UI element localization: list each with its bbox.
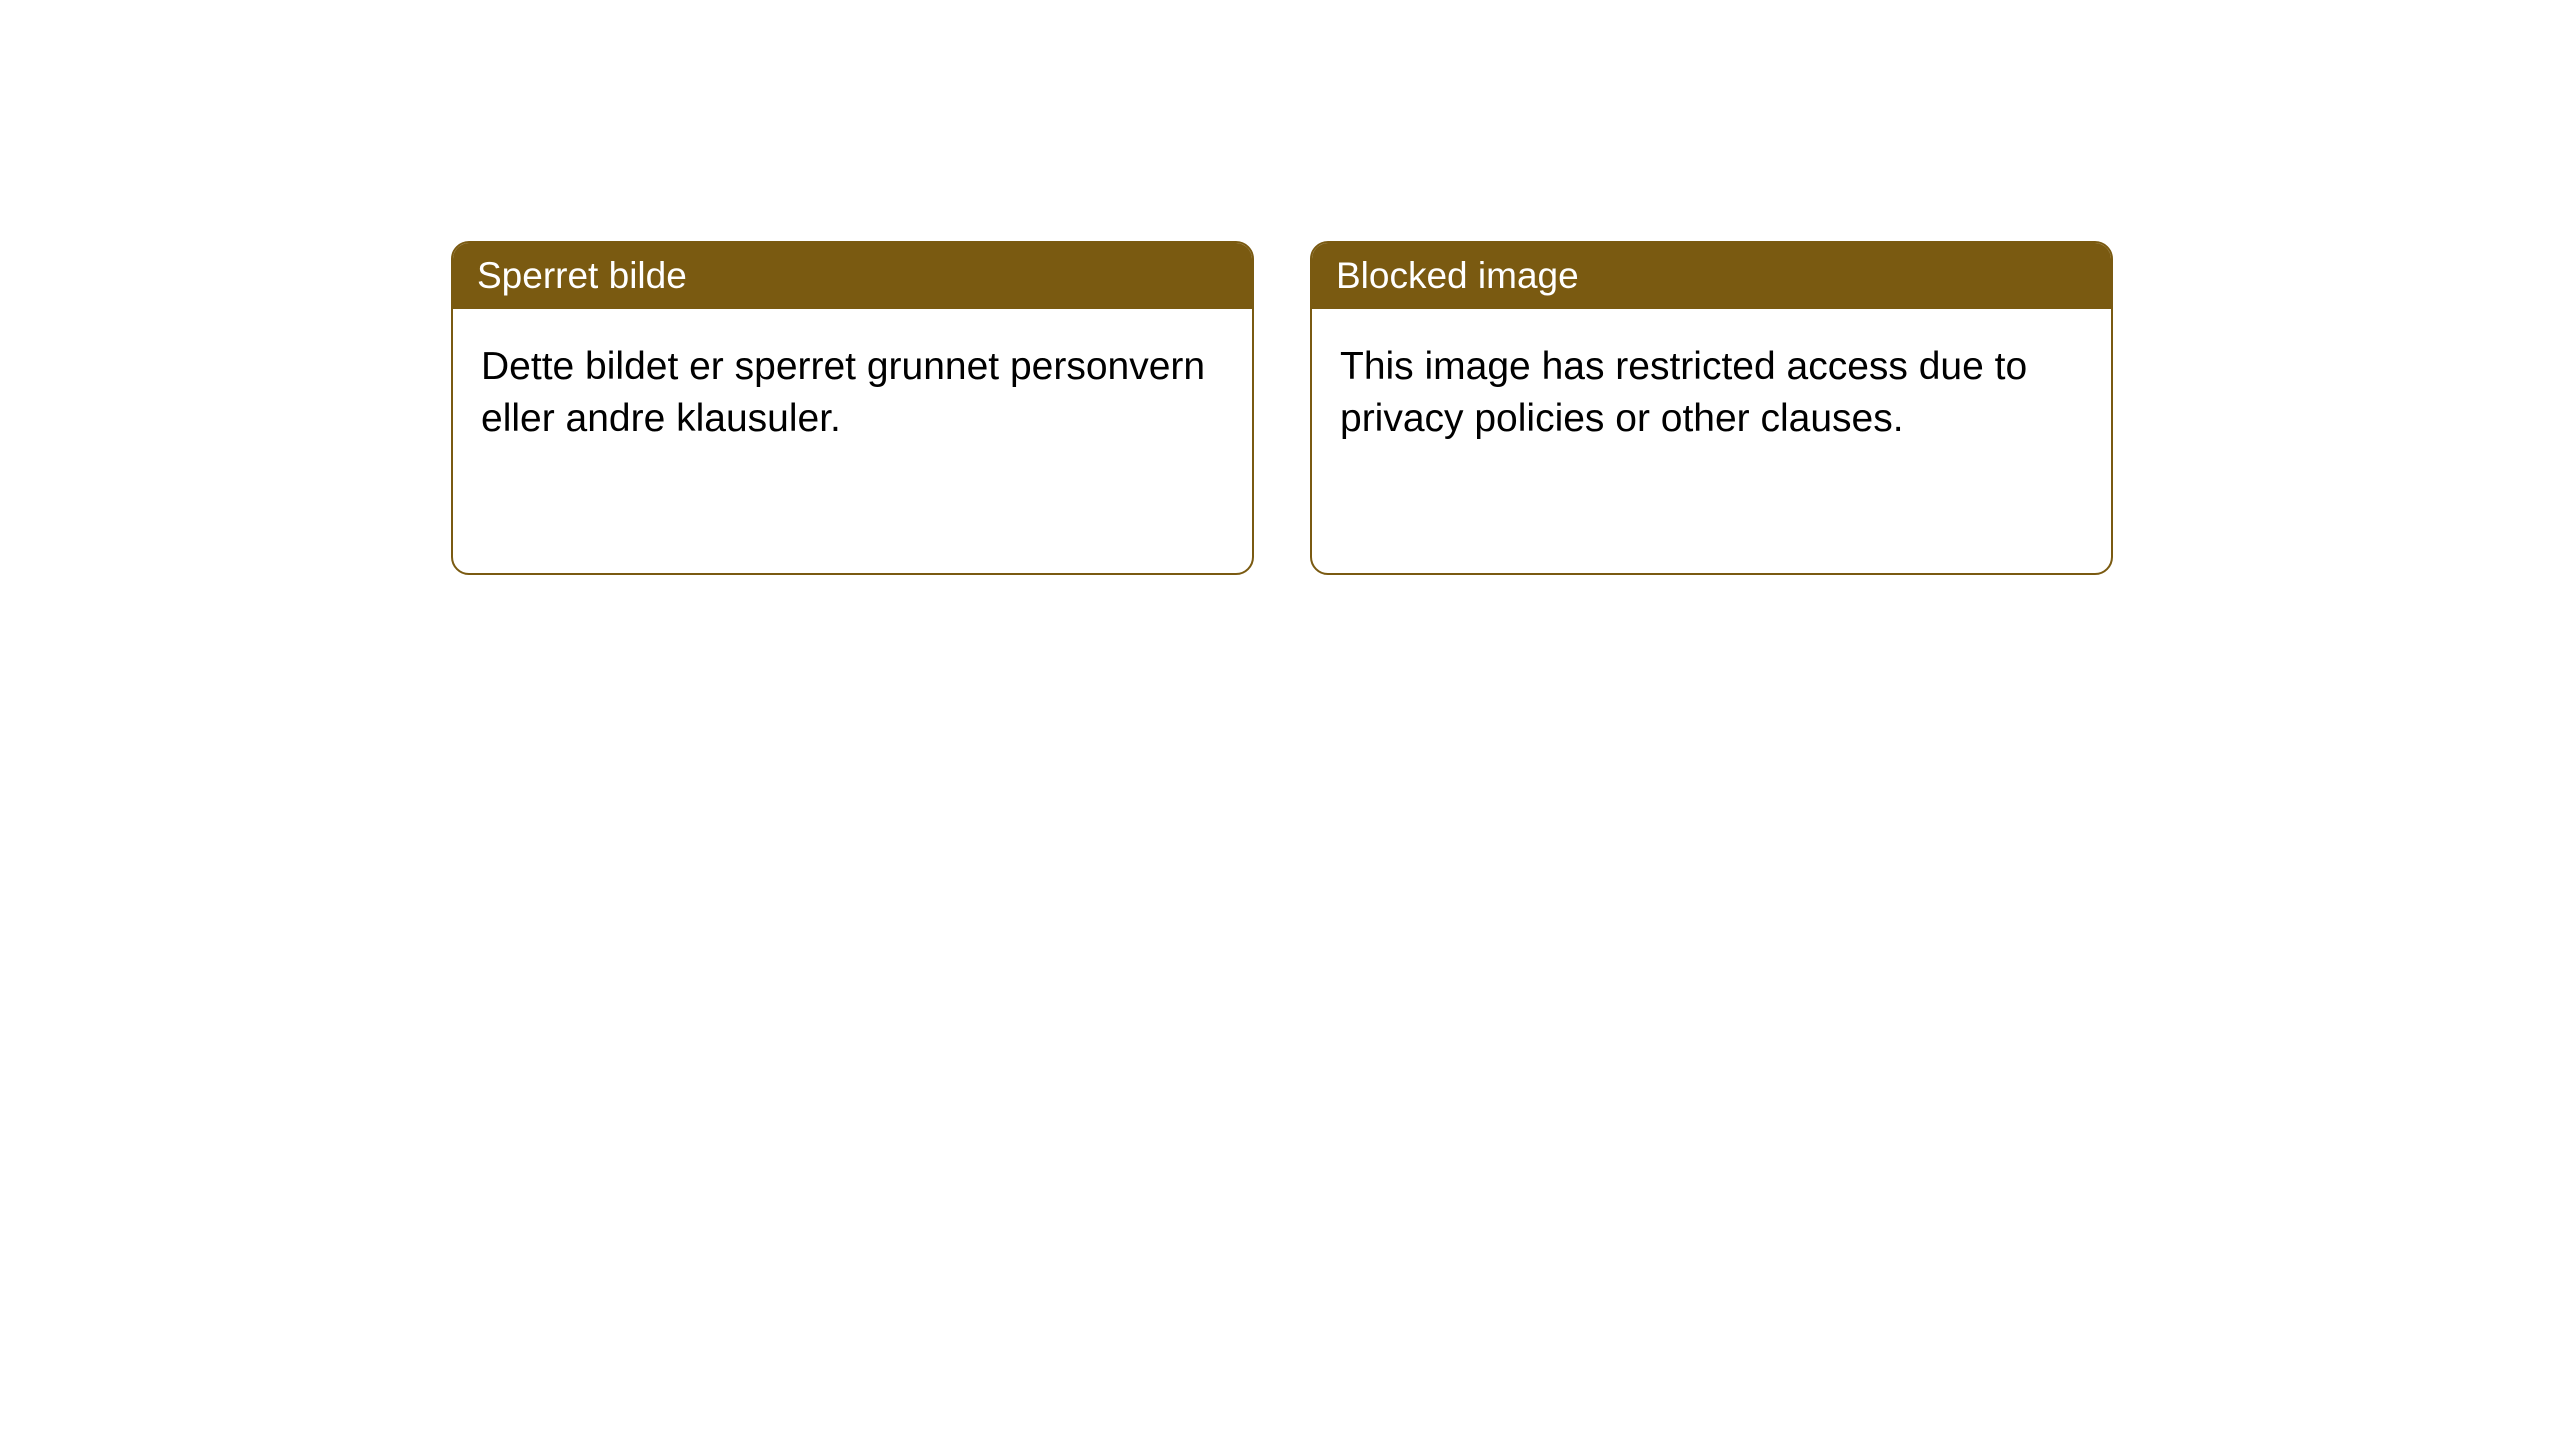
notice-container: Sperret bilde Dette bildet er sperret gr… (0, 0, 2560, 575)
notice-title-norwegian: Sperret bilde (453, 243, 1252, 309)
notice-body-english: This image has restricted access due to … (1312, 309, 2111, 476)
notice-card-english: Blocked image This image has restricted … (1310, 241, 2113, 575)
notice-body-norwegian: Dette bildet er sperret grunnet personve… (453, 309, 1252, 476)
notice-title-english: Blocked image (1312, 243, 2111, 309)
notice-card-norwegian: Sperret bilde Dette bildet er sperret gr… (451, 241, 1254, 575)
